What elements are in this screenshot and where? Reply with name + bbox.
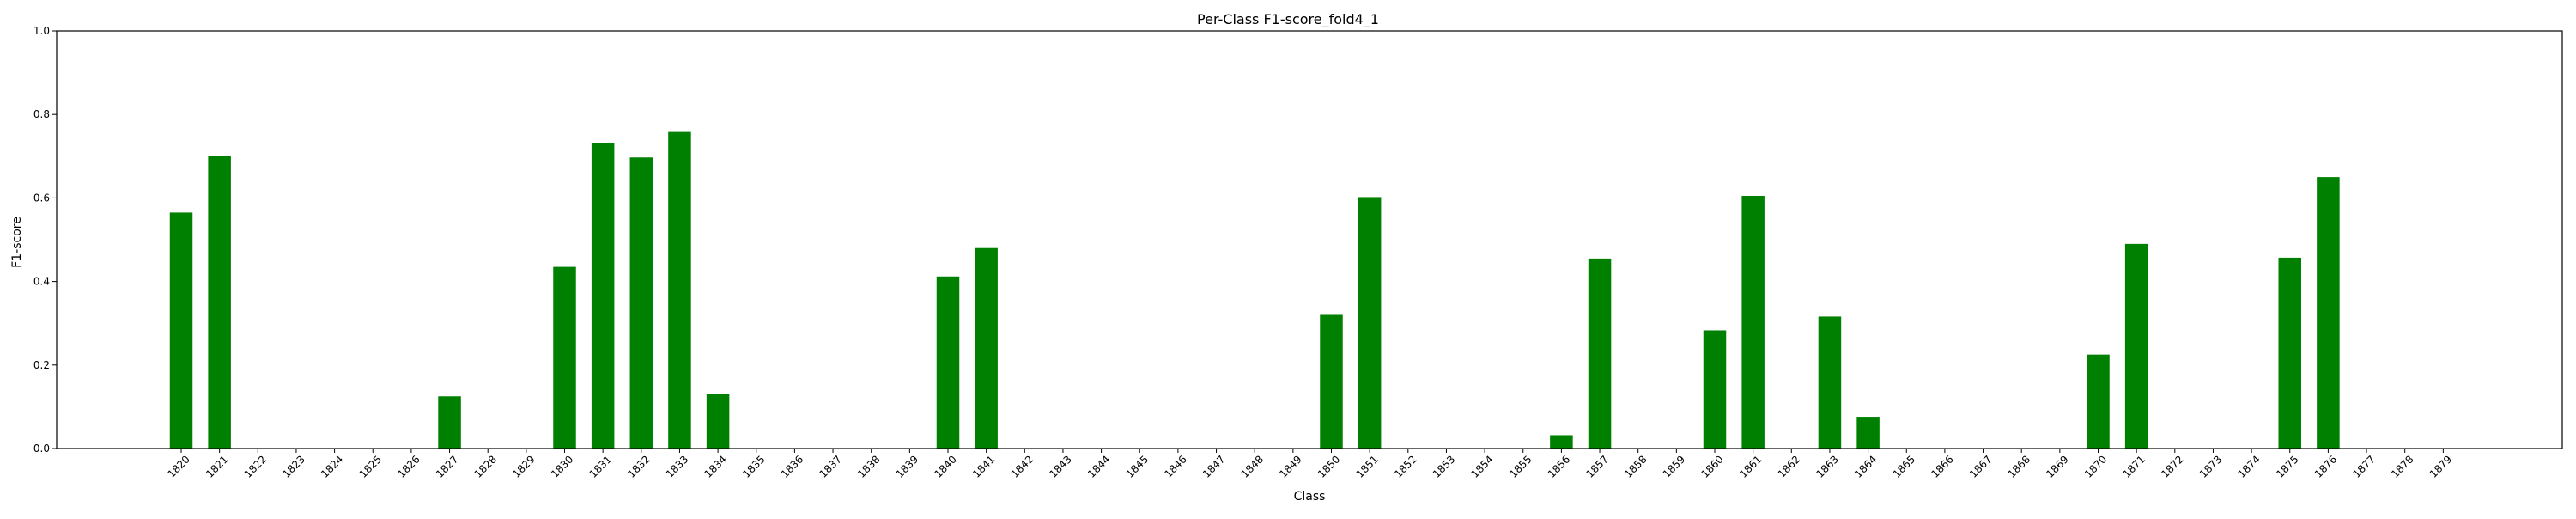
x-tick-label: 1821 [204,453,230,479]
x-tick-label: 1856 [1546,453,1572,479]
x-tick-label: 1824 [319,453,345,479]
y-axis-label: F1-score [10,217,24,268]
x-tick-label: 1871 [2121,453,2148,479]
x-tick-label: 1838 [855,453,882,479]
x-tick-label: 1867 [1967,453,1994,479]
bar-1856 [1550,435,1573,449]
x-tick-label: 1831 [587,453,614,479]
x-tick-label: 1820 [165,453,191,479]
x-tick-label: 1847 [1200,453,1227,479]
x-tick-label: 1877 [2350,453,2377,479]
y-tick-label: 0.0 [33,443,50,455]
bar-1831 [591,143,615,449]
x-tick-label: 1869 [2044,453,2070,479]
x-tick-label: 1866 [1929,453,1955,479]
bar-1820 [169,212,193,449]
x-tick-label: 1842 [1009,453,1036,479]
y-tick-label: 0.2 [33,359,50,371]
x-tick-label: 1875 [2274,453,2300,479]
x-tick-label: 1872 [2159,453,2185,479]
x-tick-label: 1839 [894,453,920,479]
bar-1871 [2124,243,2148,449]
bars-group [169,131,2340,449]
bar-1834 [706,394,730,449]
x-tick-label: 1822 [242,453,269,479]
bar-1840 [936,276,960,449]
x-tick-label: 1834 [702,453,729,479]
x-tick-label: 1858 [1622,453,1649,479]
x-tick-label: 1841 [970,453,997,479]
x-tick-label: 1861 [1737,453,1764,479]
bar-1832 [629,157,653,449]
x-tick-label: 1830 [549,453,575,479]
y-tick-label: 1.0 [33,25,50,37]
x-axis-label: Class [1294,490,1326,504]
bar-1864 [1856,417,1880,449]
bar-1861 [1741,195,1765,449]
x-tick-label: 1862 [1776,453,1802,479]
x-tick-label: 1854 [1469,453,1496,479]
x-tick-label: 1855 [1507,453,1534,479]
x-axis: 1820 1821 1822 1823 1824 1825 1826 1827 1828 1829… [165,449,2454,480]
x-tick-label: 1846 [1162,453,1188,479]
x-tick-label: 1873 [2197,453,2224,479]
x-tick-label: 1850 [1315,453,1342,479]
bar-1875 [2278,257,2301,449]
x-tick-label: 1852 [1392,453,1419,479]
bar-1841 [975,247,998,449]
x-tick-label: 1843 [1047,453,1073,479]
plot-frame [56,30,2563,449]
x-tick-label: 1859 [1661,453,1687,479]
bar-1860 [1703,330,1727,449]
x-tick-label: 1836 [779,453,805,479]
x-tick-label: 1868 [2006,453,2032,479]
x-tick-label: 1848 [1239,453,1266,479]
y-tick-label: 0.4 [33,276,50,288]
bar-1863 [1818,316,1842,449]
x-tick-label: 1849 [1277,453,1303,479]
bar-1850 [1320,314,1343,449]
x-tick-label: 1879 [2427,453,2454,479]
x-tick-label: 1837 [817,453,843,479]
x-tick-label: 1826 [395,453,422,479]
x-tick-label: 1864 [1852,453,1879,479]
x-tick-label: 1825 [357,453,384,479]
bar-1830 [553,266,576,449]
x-tick-label: 1844 [1085,453,1112,479]
bar-1851 [1358,197,1382,449]
x-tick-label: 1878 [2389,453,2415,479]
x-tick-label: 1860 [1698,453,1725,479]
bar-1876 [2317,177,2340,449]
bar-1827 [438,396,461,449]
x-tick-label: 1829 [510,453,537,479]
x-tick-label: 1823 [280,453,307,479]
x-tick-label: 1827 [434,453,460,479]
x-tick-label: 1845 [1124,453,1151,479]
x-tick-label: 1832 [625,453,652,479]
x-tick-label: 1853 [1431,453,1457,479]
x-tick-label: 1874 [2236,453,2263,479]
x-tick-label: 1863 [1814,453,1840,479]
x-tick-label: 1857 [1583,453,1610,479]
x-tick-label: 1835 [740,453,767,479]
x-tick-label: 1833 [664,453,690,479]
x-tick-label: 1828 [472,453,499,479]
x-tick-label: 1851 [1354,453,1381,479]
bar-1857 [1588,258,1612,449]
x-tick-label: 1840 [932,453,958,479]
bar-1821 [208,156,231,449]
y-tick-label: 0.8 [33,108,50,120]
y-tick-label: 0.6 [33,192,50,204]
x-tick-label: 1870 [2082,453,2109,479]
bar-1870 [2087,354,2110,449]
y-axis: 0.0 0.2 0.4 0.6 0.8 1.0 [33,25,57,455]
bar-1833 [668,131,691,449]
chart-title: Per-Class F1-score_fold4_1 [1197,11,1379,28]
x-tick-label: 1865 [1891,453,1917,479]
x-tick-label: 1876 [2312,453,2339,479]
